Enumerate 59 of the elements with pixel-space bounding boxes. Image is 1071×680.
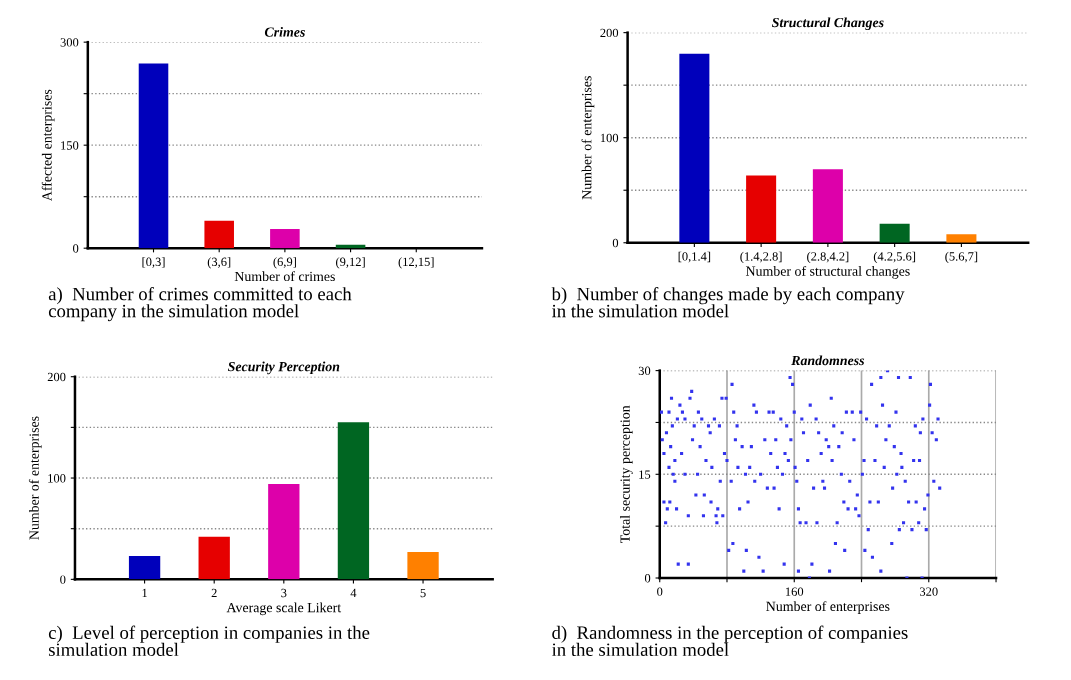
chart-title: Security Perception [227, 361, 340, 375]
y-axis-title: Total security perception [620, 405, 633, 543]
x-tick-label: [0,3] [142, 257, 165, 268]
bar [270, 228, 300, 249]
y-axis-title: Number of enterprises [581, 76, 595, 200]
y-tick-label: 15 [639, 470, 651, 479]
bar [407, 552, 439, 580]
chart-title: Randomness [791, 355, 865, 366]
x-axis-title: Number of structural changes [745, 265, 910, 279]
x-axis-title: Number of crimes [234, 271, 335, 282]
y-tick-label: 0 [644, 574, 651, 583]
y-tick-label: 0 [612, 238, 619, 248]
text: b) Number of changes made by each company in the simulation model [551, 286, 905, 318]
x-tick-label: 0 [657, 587, 663, 596]
bar [268, 484, 300, 580]
bar [128, 556, 161, 580]
x-tick-label: 5 [420, 588, 426, 598]
x-tick-label: (12,15] [398, 257, 434, 269]
x-axis-title: Number of enterprises [766, 601, 890, 614]
y-axis-title: Affected enterprises [41, 89, 55, 202]
y-tick-label: 0 [73, 244, 79, 253]
bar [812, 169, 843, 243]
x-tick-label: (3,6] [207, 257, 231, 269]
text: d) Randomness in the perception of companies in the simulation model [551, 625, 908, 656]
x-axis-title: Average scale Likert [226, 602, 342, 616]
x-tick-label: (9,12] [336, 257, 365, 269]
y-tick-label: 200 [47, 372, 66, 382]
x-tick-label: 160 [785, 587, 804, 596]
x-tick-label: [0,1.4] [678, 251, 711, 263]
y-tick-label: 0 [60, 575, 66, 584]
x-tick-label: 4 [350, 588, 357, 598]
y-tick-label: 300 [60, 38, 79, 47]
bar [138, 63, 169, 249]
x-tick-label: (4.2,5.6] [873, 251, 916, 264]
y-tick-label: 200 [600, 28, 619, 38]
bar [337, 422, 370, 580]
x-tick-label: 2 [211, 588, 217, 598]
x-tick-label: 320 [919, 587, 938, 596]
x-tick-label: (2.8,4.2] [807, 251, 849, 264]
text: a) Number of crimes committed to each company in the simulation model [48, 286, 352, 322]
x-tick-label: (6,9] [273, 257, 296, 269]
chart-title: Crimes [264, 26, 305, 37]
y-tick-label: 100 [600, 133, 619, 143]
bar [946, 234, 977, 243]
text: c) Level of perception in companies in the simulation model [48, 625, 370, 656]
y-tick-label: 100 [48, 474, 66, 483]
x-tick-label: (5.6,7] [945, 251, 978, 264]
y-tick-label: 150 [61, 141, 79, 150]
bar [198, 536, 230, 580]
x-tick-label: (1.4,2.8] [740, 251, 782, 264]
bar [879, 223, 910, 243]
bar [204, 220, 234, 249]
x-tick-label: 3 [281, 588, 287, 598]
x-tick-label: 1 [142, 588, 147, 598]
chart-title: Structural Changes [771, 17, 884, 31]
y-axis-title: Number of enterprises [28, 416, 42, 540]
bar [746, 175, 777, 243]
y-tick-label: 30 [638, 366, 651, 376]
bar [679, 53, 710, 243]
